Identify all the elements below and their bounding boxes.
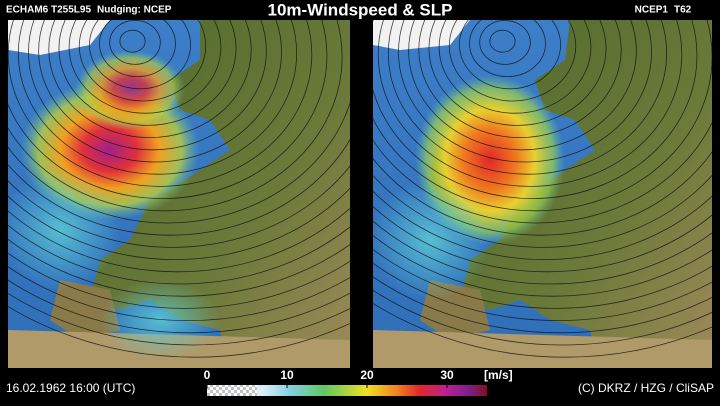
timestamp: 16.02.1962 16:00 (UTC) — [6, 381, 135, 395]
isobar — [8, 252, 350, 309]
colorbar: 0 10 20 30 [m/s] — [204, 368, 513, 396]
isobar — [8, 20, 328, 199]
isobar — [8, 187, 350, 260]
isobar — [8, 165, 350, 248]
isobar — [398, 20, 652, 163]
isobar — [8, 101, 350, 224]
left-map — [8, 20, 350, 368]
colorbar-tick-label: 0 — [204, 368, 211, 382]
credit: (C) DKRZ / HZG / CliSAP — [578, 381, 714, 395]
isobar — [17, 20, 298, 175]
isobar — [373, 20, 712, 212]
colorbar-tick-label: 30 — [440, 368, 454, 382]
isobar — [418, 20, 622, 138]
title: 10m-Windspeed & SLP — [268, 0, 453, 19]
colorbar-tick-label: 20 — [360, 368, 374, 382]
isobar — [373, 174, 712, 248]
isobar — [373, 220, 712, 285]
isobar — [8, 266, 350, 321]
isobar — [78, 20, 207, 102]
right-model: NCEP1 — [635, 5, 669, 16]
isobar — [373, 121, 712, 224]
colorbar-transparent-band — [207, 385, 257, 396]
isobar — [479, 20, 531, 65]
isobar — [38, 20, 267, 151]
isobar — [408, 20, 637, 151]
colorbar-tick-label: 10 — [280, 368, 294, 382]
isobar — [448, 20, 577, 102]
isobar — [28, 20, 282, 163]
isobar — [8, 20, 343, 212]
isobar — [377, 20, 683, 187]
isobar — [8, 305, 350, 358]
isobar — [8, 292, 350, 346]
isobar — [428, 20, 607, 126]
isobar — [8, 224, 350, 285]
isobar — [373, 302, 712, 358]
isobar — [99, 20, 176, 77]
isobar — [89, 20, 191, 90]
isobar — [8, 20, 313, 187]
isobar — [438, 20, 592, 114]
isobar — [373, 190, 712, 260]
isobar — [373, 20, 698, 199]
isobar — [373, 276, 712, 334]
right-resolution: T62 — [674, 5, 692, 16]
isobar — [373, 151, 712, 236]
isobar — [119, 29, 146, 53]
isobar — [373, 234, 712, 297]
isobar — [68, 20, 222, 114]
isobar — [469, 20, 546, 77]
isobar — [459, 20, 561, 90]
isobar — [373, 262, 712, 321]
isobar — [8, 207, 350, 273]
isobar — [8, 138, 350, 236]
isobar — [8, 238, 350, 297]
isobar — [373, 248, 712, 309]
isobar — [489, 29, 516, 53]
isobar — [373, 289, 712, 346]
left-model: ECHAM6 T255L95 — [6, 5, 91, 16]
colorbar-unit: [m/s] — [484, 368, 513, 382]
right-map — [373, 20, 712, 368]
colorbar-gradient — [207, 385, 487, 396]
left-nudging: Nudging: NCEP — [97, 5, 172, 16]
isobar — [387, 20, 668, 175]
isobar — [109, 20, 161, 65]
isobar — [58, 20, 237, 126]
isobar — [8, 279, 350, 334]
isobar — [48, 20, 252, 138]
isobar — [373, 205, 712, 273]
